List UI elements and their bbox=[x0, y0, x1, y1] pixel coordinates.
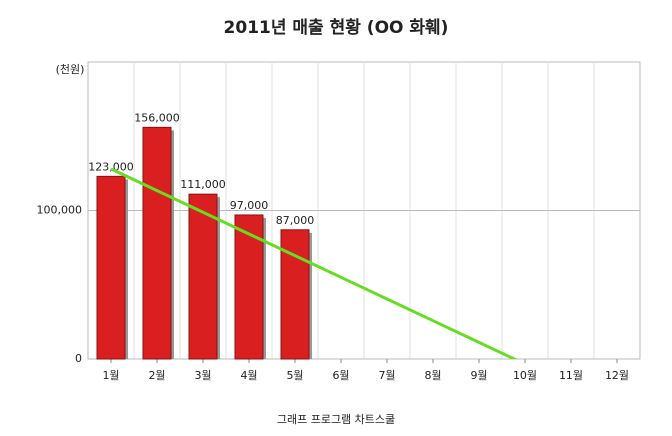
x-tick-label: 4월 bbox=[240, 369, 257, 382]
data-label: 87,000 bbox=[276, 214, 315, 227]
x-tick-label: 3월 bbox=[194, 369, 211, 382]
x-tick-label: 5월 bbox=[286, 369, 303, 382]
bar bbox=[188, 193, 218, 360]
x-tick-label: 8월 bbox=[424, 369, 441, 382]
x-axis-label: 그래프 프로그램 차트스쿨 bbox=[277, 413, 395, 426]
x-tick-label: 12월 bbox=[605, 369, 629, 382]
y-tick-label: 0 bbox=[75, 352, 82, 365]
bar bbox=[234, 214, 264, 360]
y-unit-label: (천원) bbox=[56, 62, 85, 76]
x-tick-label: 7월 bbox=[378, 369, 395, 382]
y-tick-label: 100,000 bbox=[37, 204, 83, 217]
x-tick-label: 1월 bbox=[102, 369, 119, 382]
data-label: 97,000 bbox=[230, 199, 269, 212]
bar bbox=[96, 175, 126, 360]
trend-line bbox=[110, 167, 518, 359]
bar bbox=[142, 126, 172, 360]
data-label: 156,000 bbox=[134, 111, 180, 124]
x-tick-label: 6월 bbox=[332, 369, 349, 382]
x-tick-label: 10월 bbox=[513, 369, 537, 382]
bar bbox=[280, 229, 310, 360]
x-tick-label: 9월 bbox=[470, 369, 487, 382]
data-label: 111,000 bbox=[180, 178, 226, 191]
plot-clip bbox=[110, 167, 518, 359]
data-label: 123,000 bbox=[88, 160, 134, 173]
x-tick-label: 2월 bbox=[148, 369, 165, 382]
x-tick-label: 11월 bbox=[559, 369, 583, 382]
chart-title: 2011년 매출 현황 (OO 화훼) bbox=[224, 18, 449, 38]
